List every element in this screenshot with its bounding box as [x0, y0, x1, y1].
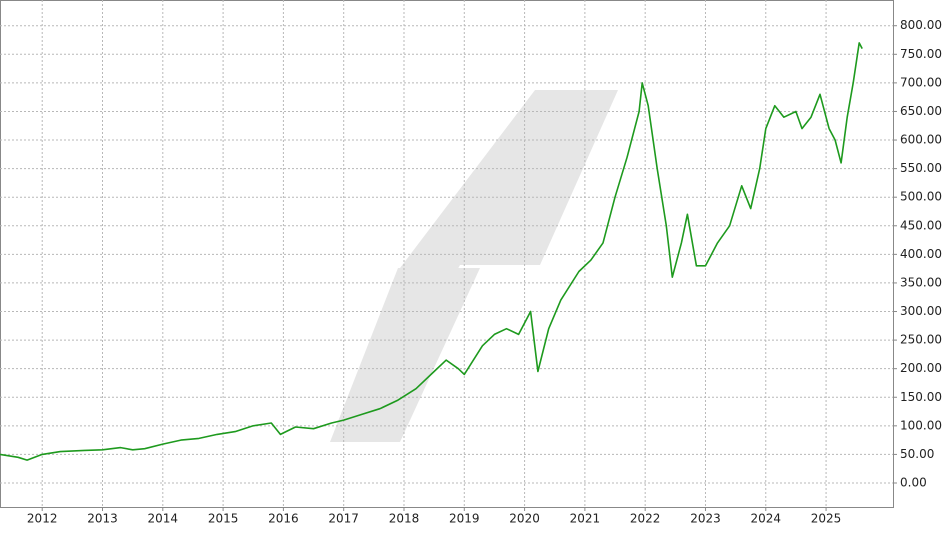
y-tick-label: 650.00 [900, 104, 942, 118]
y-tick-label: 400.00 [900, 247, 942, 261]
x-tick-label: 2018 [389, 512, 420, 526]
x-tick-label: 2025 [811, 512, 842, 526]
y-tick-label: 350.00 [900, 275, 942, 289]
x-tick-label: 2016 [268, 512, 299, 526]
price-line [0, 42, 863, 461]
y-tick-label: 450.00 [900, 218, 942, 232]
y-tick-label: 600.00 [900, 133, 942, 147]
x-tick-label: 2017 [328, 512, 359, 526]
x-tick-label: 2022 [630, 512, 661, 526]
y-tick-label: 0.00 [900, 475, 927, 489]
y-tick-label: 750.00 [900, 47, 942, 61]
x-tick-label: 2020 [509, 512, 540, 526]
y-tick-label: 100.00 [900, 418, 942, 432]
y-tick-label: 150.00 [900, 390, 942, 404]
x-tick-label: 2024 [750, 512, 781, 526]
x-tick-label: 2019 [449, 512, 480, 526]
x-tick-label: 2015 [208, 512, 239, 526]
y-tick-label: 300.00 [900, 304, 942, 318]
x-tick-label: 2014 [148, 512, 179, 526]
y-tick-label: 500.00 [900, 190, 942, 204]
y-tick-label: 250.00 [900, 333, 942, 347]
y-tick-label: 200.00 [900, 361, 942, 375]
y-tick-label: 800.00 [900, 18, 942, 32]
y-tick-label: 50.00 [900, 447, 934, 461]
y-tick-label: 550.00 [900, 161, 942, 175]
x-tick-label: 2013 [87, 512, 118, 526]
x-tick-label: 2012 [27, 512, 58, 526]
x-tick-label: 2021 [570, 512, 601, 526]
x-tick-label: 2023 [690, 512, 721, 526]
y-tick-label: 700.00 [900, 75, 942, 89]
watermark [330, 90, 618, 442]
